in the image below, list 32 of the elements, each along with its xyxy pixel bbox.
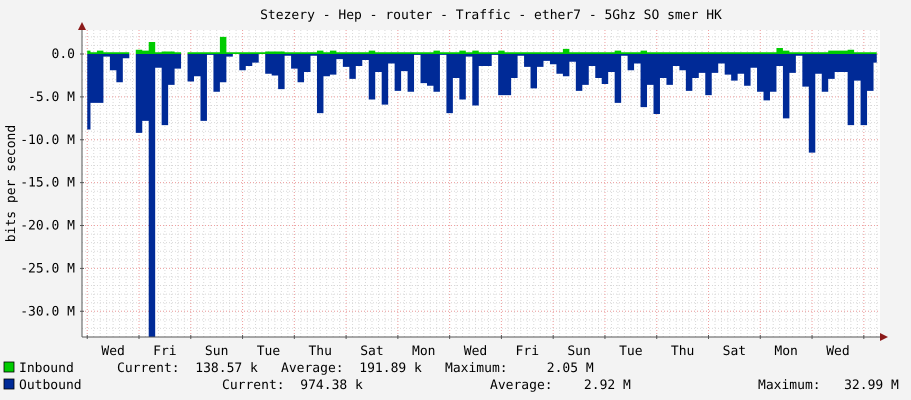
chart-title: Stezery - Hep - router - Traffic - ether7 - 5Ghz SO smer HK [260,8,722,23]
y-tick-label: -15.0 M [20,176,76,191]
text: Average: 2.92 M [490,378,632,393]
y-tick-label: 0.0 [52,47,75,62]
x-tick-label: Thu [308,344,332,359]
legend-label: Inbound [19,361,74,376]
x-tick-label: Wed [464,344,488,359]
x-tick-label: Tue [619,344,643,359]
x-tick-label: Fri [516,344,540,359]
y-tick-label: -20.0 M [20,218,76,234]
x-tick-label: Fri [153,344,177,359]
x-tick-label: Wed [101,344,125,359]
x-tick-label: Sat [722,344,746,359]
y-tick-label: -30.0 M [20,304,76,320]
x-tick-label: Mon [412,344,436,359]
text: Current: 138.57 k [117,361,258,376]
x-tick-label: Wed [826,344,850,359]
x-tick-label: Sat [360,344,384,359]
y-tick-label: -10.0 M [20,132,76,148]
text: Current: 974.38 k [222,378,364,393]
x-tick-label: Mon [774,344,798,359]
x-tick-label: Sun [567,344,591,359]
x-tick-label: Tue [256,344,280,359]
x-tick-label: Thu [670,344,694,359]
text: Maximum: 32.99 M [758,378,900,393]
y-tick-label: -5.0 M [28,90,76,105]
text: Average: 191.89 k [281,361,422,376]
legend-label: Outbound [19,378,82,393]
y-axis-title: bits per second [4,124,19,242]
text: Maximum: 2.05 M [445,361,594,376]
x-tick-label: Sun [204,344,228,359]
y-tick-label: -25.0 M [20,261,76,276]
